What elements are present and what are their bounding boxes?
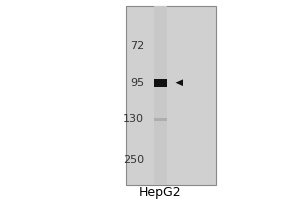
Bar xyxy=(154,79,167,87)
Text: 130: 130 xyxy=(123,114,144,124)
Polygon shape xyxy=(176,79,183,86)
Bar xyxy=(126,6,216,185)
Text: 250: 250 xyxy=(123,155,144,165)
Bar xyxy=(154,118,167,121)
Bar xyxy=(154,6,167,185)
Text: 72: 72 xyxy=(130,41,144,51)
Text: HepG2: HepG2 xyxy=(139,186,182,199)
Text: 95: 95 xyxy=(130,78,144,88)
